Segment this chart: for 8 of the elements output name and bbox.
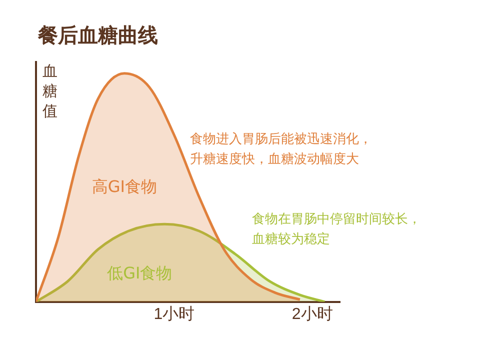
- series-label: 高GI食物: [92, 176, 157, 196]
- chart-title: 餐后血糖曲线: [38, 22, 158, 49]
- x-tick-label: 1小时: [154, 304, 195, 323]
- annotation: 食物在胃肠中停留时间较长，血糖较为稳定: [252, 211, 421, 249]
- series-label: 低GI食物: [107, 264, 172, 283]
- annotation: 食物进入胃肠后能被迅速消化，升糖速度快，血糖波动幅度大: [190, 131, 372, 169]
- y-axis-title: 血糖值: [42, 62, 58, 120]
- x-tick-label: 2小时: [292, 304, 333, 323]
